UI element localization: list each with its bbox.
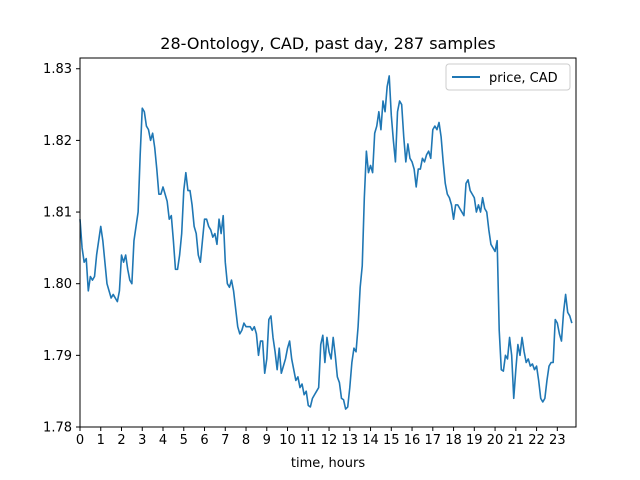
x-tick-label: 3 xyxy=(138,433,146,448)
x-tick-label: 16 xyxy=(404,433,421,448)
y-tick-label: 1.81 xyxy=(43,206,72,221)
y-tick-label: 1.78 xyxy=(43,421,72,436)
y-tick-label: 1.82 xyxy=(43,134,72,149)
y-tick-label: 1.80 xyxy=(43,277,72,292)
x-tick-label: 23 xyxy=(549,433,566,448)
x-tick-label: 10 xyxy=(279,433,296,448)
x-tick-label: 13 xyxy=(342,433,359,448)
series-line-price xyxy=(79,75,573,410)
x-tick-label: 21 xyxy=(508,433,525,448)
x-tick-label: 18 xyxy=(445,433,462,448)
x-tick-label: 14 xyxy=(362,433,379,448)
x-axis-label: time, hours xyxy=(291,456,365,471)
x-tick-label: 22 xyxy=(528,433,545,448)
x-tick-label: 8 xyxy=(242,433,250,448)
x-tick-label: 19 xyxy=(466,433,483,448)
x-axis: 0 1 2 3 4 5 6 7 8 9 10 11 12 13 14 15 16 17 18 19 20 21 22 23 xyxy=(76,427,566,448)
x-tick-label: 12 xyxy=(321,433,338,448)
chart-title: 28-Ontology, CAD, past day, 287 samples xyxy=(160,34,495,53)
x-tick-label: 0 xyxy=(76,433,84,448)
series-layer xyxy=(79,75,573,410)
plot-frame xyxy=(79,57,577,428)
x-tick-label: 5 xyxy=(180,433,188,448)
x-tick-label: 7 xyxy=(221,433,229,448)
x-tick-label: 17 xyxy=(425,433,442,448)
legend-box xyxy=(445,63,571,91)
x-tick-label: 6 xyxy=(200,433,208,448)
x-tick-label: 20 xyxy=(487,433,504,448)
x-tick-label: 1 xyxy=(97,433,105,448)
x-tick-label: 15 xyxy=(383,433,400,448)
y-tick-label: 1.83 xyxy=(43,62,72,77)
legend-label-price: price, CAD xyxy=(489,71,558,86)
x-tick-label: 2 xyxy=(117,433,125,448)
x-tick-label: 9 xyxy=(263,433,271,448)
x-tick-label: 11 xyxy=(300,433,317,448)
y-axis: 1.78 1.79 1.80 1.81 1.82 1.83 xyxy=(43,62,80,436)
y-tick-label: 1.79 xyxy=(43,349,72,364)
plot-area xyxy=(80,58,576,427)
x-tick-label: 4 xyxy=(159,433,167,448)
legend: price, CAD xyxy=(445,63,571,91)
